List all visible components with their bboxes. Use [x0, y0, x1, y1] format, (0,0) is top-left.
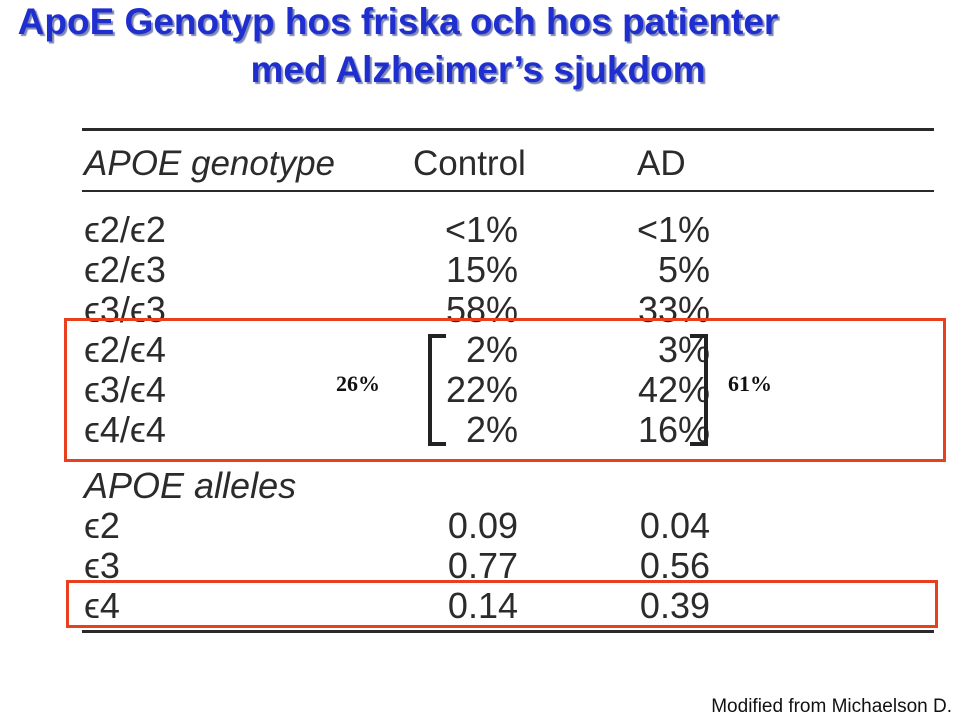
table-bottom-rule	[82, 630, 934, 633]
genotype-label: ϵ2/ϵ3	[84, 249, 166, 290]
title-line-2: med Alzheimer’s sjukdom	[250, 49, 706, 90]
genotype-control-value: 2%	[465, 329, 518, 370]
genotype-control-value: 2%	[465, 409, 518, 450]
genotype-label: ϵ4/ϵ4	[84, 409, 166, 450]
genotype-control-value: 15%	[445, 249, 518, 290]
genotype-label: ϵ2/ϵ2	[84, 209, 166, 250]
alleles-section-header: APOE alleles	[84, 466, 296, 506]
allele-control-value: 0.14	[447, 585, 518, 626]
control-column-header: Control	[413, 144, 526, 183]
allele-label: ϵ3	[84, 545, 120, 586]
genotype-column-header: APOE genotype	[84, 144, 335, 184]
ad-bracket	[690, 334, 708, 446]
ad-column-header: AD	[637, 144, 686, 183]
e4-allele-highlight-box	[66, 580, 938, 628]
source-credit: Modified from Michaelson D.	[711, 696, 952, 717]
genotype-label: ϵ2/ϵ4	[84, 329, 166, 370]
genotype-label: ϵ3/ϵ3	[84, 289, 166, 330]
genotype-control-value: 58%	[445, 289, 518, 330]
e4-genotype-highlight-box	[64, 318, 946, 462]
ad-e4-carriers-sum: 61%	[728, 371, 772, 396]
table-top-rule	[82, 128, 934, 131]
genotype-label: ϵ3/ϵ4	[84, 369, 166, 410]
allele-label: ϵ4	[84, 585, 120, 626]
genotype-ad-value: 33%	[637, 289, 710, 330]
genotype-ad-value: <1%	[636, 209, 710, 250]
allele-label: ϵ2	[84, 505, 120, 546]
genotype-ad-value: 5%	[657, 249, 710, 290]
allele-control-value: 0.09	[447, 505, 518, 546]
table-header-rule	[82, 190, 934, 192]
genotype-control-value: <1%	[444, 209, 518, 250]
allele-control-value: 0.77	[447, 545, 518, 586]
control-e4-carriers-sum: 26%	[336, 371, 380, 396]
genotype-header-text: APOE genotype	[84, 144, 335, 183]
alleles-header-text: APOE alleles	[84, 465, 297, 506]
genotype-control-value: 22%	[445, 369, 518, 410]
allele-ad-value: 0.04	[639, 505, 710, 546]
allele-ad-value: 0.56	[639, 545, 710, 586]
title-line-1: ApoE Genotyp hos friska och hos patiente…	[17, 1, 779, 42]
control-bracket	[428, 334, 446, 446]
allele-ad-value: 0.39	[639, 585, 710, 626]
genotype-ad-value: 42%	[637, 369, 710, 410]
